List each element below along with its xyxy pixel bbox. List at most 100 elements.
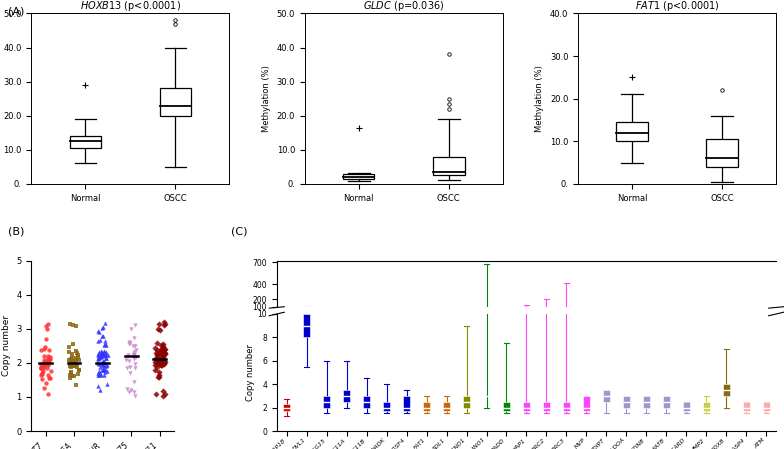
Point — [42, 352, 55, 360]
Point — [96, 365, 109, 373]
Point — [99, 359, 111, 366]
Point — [98, 371, 111, 378]
Bar — [702, 402, 710, 411]
Point — [70, 382, 82, 389]
Point — [38, 346, 50, 353]
Point — [42, 321, 55, 328]
Point — [67, 321, 79, 328]
Point — [153, 368, 165, 375]
Point — [35, 375, 48, 383]
Bar — [662, 396, 670, 408]
Point — [154, 341, 167, 348]
Point — [93, 367, 105, 374]
Point — [93, 353, 105, 360]
Point — [121, 365, 133, 372]
Point — [92, 328, 104, 335]
Point — [69, 363, 82, 370]
Point — [100, 362, 112, 369]
Point — [71, 349, 83, 357]
Point — [151, 374, 164, 381]
Bar — [583, 396, 590, 411]
Point — [157, 344, 169, 352]
Point — [129, 351, 141, 358]
Point — [150, 390, 162, 397]
Point — [44, 354, 56, 361]
Point — [68, 360, 81, 367]
Bar — [683, 402, 690, 411]
Point — [124, 339, 136, 346]
Point — [98, 348, 111, 356]
Text: (A): (A) — [8, 7, 24, 17]
Point — [41, 365, 53, 372]
Point — [128, 334, 140, 341]
Point — [98, 362, 111, 370]
Point — [152, 356, 165, 363]
Point — [72, 371, 85, 378]
Point — [34, 365, 47, 372]
Point — [158, 349, 171, 357]
Point — [63, 357, 75, 364]
Point — [123, 388, 136, 395]
Point — [96, 333, 109, 340]
Point — [153, 358, 165, 365]
Y-axis label: Copy number: Copy number — [245, 344, 255, 401]
Point — [35, 364, 48, 371]
Point — [155, 358, 168, 365]
Point — [68, 358, 81, 365]
Point — [158, 358, 171, 365]
Point — [157, 392, 169, 400]
Point — [64, 348, 76, 356]
Point — [93, 371, 105, 379]
Point — [42, 357, 55, 364]
Point — [150, 354, 162, 361]
Point — [129, 321, 141, 329]
Point — [127, 348, 140, 356]
Point — [42, 347, 55, 354]
Point — [100, 341, 113, 348]
Point — [92, 351, 104, 358]
Point — [37, 363, 49, 370]
Point — [128, 379, 140, 386]
Bar — [383, 402, 390, 411]
Point — [158, 390, 171, 397]
Point — [157, 349, 169, 357]
Point — [43, 356, 56, 363]
Point — [154, 361, 167, 368]
Point — [99, 338, 111, 345]
Point — [38, 362, 50, 369]
Point — [151, 347, 163, 354]
Point — [34, 371, 47, 379]
Bar — [303, 314, 310, 337]
Point — [93, 348, 105, 356]
Point — [100, 355, 112, 362]
Point — [38, 358, 50, 365]
Point — [128, 356, 140, 363]
Point — [123, 369, 136, 376]
Point — [92, 354, 104, 361]
Point — [158, 346, 171, 353]
Point — [42, 391, 54, 398]
Point — [101, 352, 114, 359]
Point — [155, 362, 168, 369]
Point — [152, 373, 165, 380]
Point — [99, 319, 111, 326]
Point — [38, 353, 51, 360]
Point — [158, 360, 171, 367]
Point — [124, 326, 136, 333]
Point — [98, 348, 111, 355]
Y-axis label: Methylation (%): Methylation (%) — [535, 65, 544, 132]
Text: (B): (B) — [8, 227, 24, 237]
Bar — [323, 396, 330, 408]
Point — [158, 350, 171, 357]
Point — [92, 370, 104, 377]
Point — [158, 345, 171, 352]
Point — [100, 348, 112, 355]
Point — [65, 359, 78, 366]
Point — [41, 325, 53, 332]
Point — [156, 354, 169, 361]
Point — [36, 361, 49, 369]
Bar — [423, 402, 430, 411]
Point — [123, 339, 136, 346]
Point — [126, 352, 139, 360]
Point — [156, 354, 169, 361]
